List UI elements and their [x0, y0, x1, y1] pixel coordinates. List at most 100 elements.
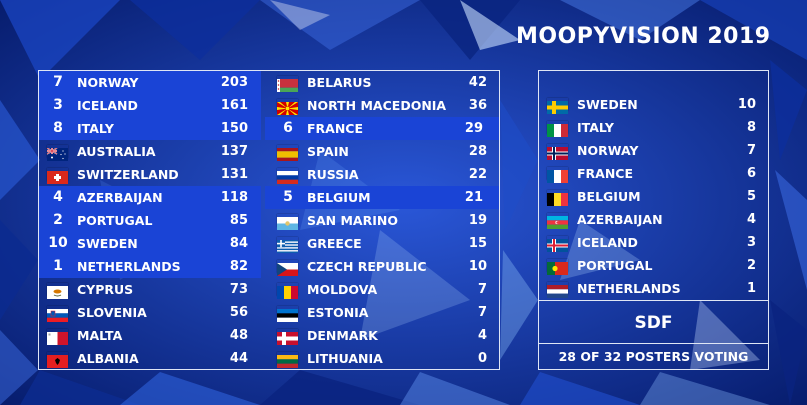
- scoreboard-row: AUSTRALIA 137: [39, 140, 261, 163]
- country-score: 7: [477, 282, 487, 297]
- country-name: DENMARK: [307, 328, 378, 343]
- sweden-flag-icon: [547, 98, 568, 114]
- scoreboard-row: 5 BELGIUM 21: [265, 186, 499, 209]
- scoreboard-row: GREECE 15: [269, 232, 499, 255]
- netherlands-flag-icon: [547, 282, 568, 298]
- awarded-points: 8: [53, 120, 63, 136]
- country-score: 4: [477, 328, 487, 343]
- slovenia-flag-icon: [47, 306, 68, 322]
- country-score: 56: [229, 305, 248, 320]
- country-score: 118: [220, 190, 248, 205]
- scoreboard-row: RUSSIA 22: [269, 163, 499, 186]
- vote-country-name: ITALY: [577, 120, 614, 135]
- country-name: ALBANIA: [77, 351, 139, 366]
- country-name: NORTH MACEDONIA: [307, 98, 447, 113]
- switzerland-flag-icon: [47, 168, 68, 184]
- vote-row: BELGIUM 5: [539, 185, 768, 208]
- scoreboard-row: CZECH REPUBLIC 10: [269, 255, 499, 278]
- czech-republic-flag-icon: [277, 260, 298, 276]
- scoreboard-row: 6 FRANCE 29: [265, 117, 499, 140]
- votes-panel: SWEDEN 10 ITALY 8 NORWAY 7 FRANCE 6 BELGIUM 5 AZER…: [538, 70, 769, 370]
- north-macedonia-flag-icon: [277, 99, 298, 115]
- scoreboard-row: 3 ICELAND 161: [39, 94, 261, 117]
- norway-flag-icon: [547, 144, 568, 160]
- vote-points: 3: [746, 235, 756, 250]
- vote-row: AZERBAIJAN 4: [539, 208, 768, 231]
- voter-divider: [539, 343, 768, 344]
- voter-name: SDF: [634, 313, 673, 333]
- country-name: PORTUGAL: [77, 213, 153, 228]
- vote-row: ICELAND 3: [539, 231, 768, 254]
- vote-country-name: PORTUGAL: [577, 258, 653, 273]
- country-name: RUSSIA: [307, 167, 359, 182]
- country-name: NETHERLANDS: [77, 259, 181, 274]
- scoreboard-row: 1 NETHERLANDS 82: [39, 255, 261, 278]
- moldova-flag-icon: [277, 283, 298, 299]
- russia-flag-icon: [277, 168, 298, 184]
- scoreboard-row: LITHUANIA 0: [269, 347, 499, 370]
- lithuania-flag-icon: [277, 352, 298, 368]
- australia-flag-icon: [46, 145, 68, 161]
- country-score: 22: [468, 167, 487, 182]
- scoreboard-row: NORTH MACEDONIA 36: [269, 94, 499, 117]
- country-score: 85: [229, 213, 248, 228]
- country-score: 19: [468, 213, 487, 228]
- awarded-points: 4: [53, 189, 63, 205]
- country-score: 82: [229, 259, 248, 274]
- vote-country-name: SWEDEN: [577, 97, 638, 112]
- page-title: MOOPYVISION 2019: [516, 24, 771, 49]
- country-score: 84: [229, 236, 248, 251]
- scoreboard-panel: 7 NORWAY 203 3 ICELAND 161 8 ITALY 150 AUSTRALIA 1…: [38, 70, 500, 370]
- country-score: 44: [229, 351, 248, 366]
- scoreboard-row: SLOVENIA 56: [39, 301, 261, 324]
- country-name: GREECE: [307, 236, 362, 251]
- vote-points: 6: [746, 166, 756, 181]
- awarded-points: 6: [283, 120, 293, 136]
- country-name: NORWAY: [77, 75, 139, 90]
- country-score: 0: [477, 351, 487, 366]
- vote-country-name: AZERBAIJAN: [577, 212, 663, 227]
- cyprus-flag-icon: [47, 283, 68, 299]
- country-name: ITALY: [77, 121, 114, 136]
- awarded-points: 2: [53, 212, 63, 228]
- vote-points: 1: [746, 281, 756, 296]
- iceland-flag-icon: [547, 236, 568, 252]
- country-score: 131: [220, 167, 248, 182]
- country-name: SLOVENIA: [77, 305, 147, 320]
- vote-points: 4: [746, 212, 756, 227]
- country-name: AZERBAIJAN: [77, 190, 163, 205]
- country-score: 48: [229, 328, 248, 343]
- vote-country-name: NETHERLANDS: [577, 281, 681, 296]
- country-name: BELGIUM: [307, 190, 371, 205]
- vote-country-name: ICELAND: [577, 235, 638, 250]
- denmark-flag-icon: [277, 329, 298, 345]
- scoreboard-row: MOLDOVA 7: [269, 278, 499, 301]
- country-name: ICELAND: [77, 98, 138, 113]
- country-name: SPAIN: [307, 144, 349, 159]
- vote-country-name: FRANCE: [577, 166, 634, 181]
- country-name: SAN MARINO: [307, 213, 398, 228]
- scoreboard-row: 2 PORTUGAL 85: [39, 209, 261, 232]
- vote-row: NETHERLANDS 1: [539, 277, 768, 300]
- greece-flag-icon: [277, 237, 298, 254]
- country-score: 21: [464, 190, 483, 205]
- vote-row: NORWAY 7: [539, 139, 768, 162]
- france-flag-icon: [547, 167, 568, 183]
- country-name: LITHUANIA: [307, 351, 383, 366]
- awarded-points: 7: [53, 74, 63, 90]
- country-name: SWITZERLAND: [77, 167, 179, 182]
- country-score: 42: [468, 75, 487, 90]
- country-score: 29: [464, 121, 483, 136]
- vote-points: 5: [746, 189, 756, 204]
- scoreboard-row: 4 AZERBAIJAN 118: [39, 186, 261, 209]
- country-name: FRANCE: [307, 121, 364, 136]
- scoreboard-row: CYPRUS 73: [39, 278, 261, 301]
- belarus-flag-icon: [277, 76, 298, 92]
- scoreboard-row: DENMARK 4: [269, 324, 499, 347]
- vote-points: 8: [746, 120, 756, 135]
- country-name: SWEDEN: [77, 236, 138, 251]
- san-marino-flag-icon: [277, 214, 298, 230]
- scoreboard-row: SPAIN 28: [269, 140, 499, 163]
- country-name: AUSTRALIA: [77, 144, 156, 159]
- azerbaijan-flag-icon: [547, 213, 568, 229]
